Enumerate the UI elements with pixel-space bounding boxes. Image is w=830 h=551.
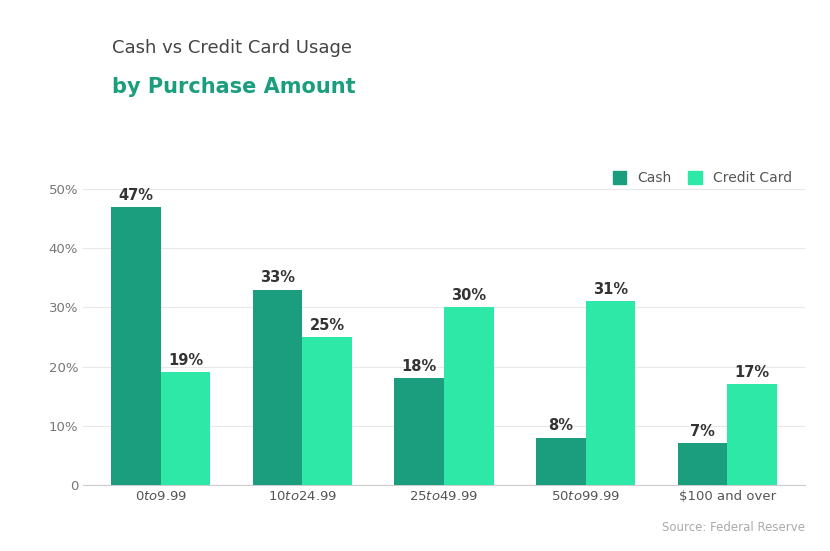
Text: 17%: 17% (735, 365, 769, 380)
Bar (253, 290, 302, 485)
Text: 25%: 25% (310, 318, 344, 333)
Bar (586, 301, 635, 485)
Legend: Cash, Credit Card: Cash, Credit Card (607, 166, 798, 191)
Text: 47%: 47% (119, 187, 154, 203)
Text: 30%: 30% (452, 288, 486, 303)
Text: 19%: 19% (168, 353, 203, 368)
Text: Cash vs Credit Card Usage: Cash vs Credit Card Usage (112, 39, 352, 57)
Text: 8%: 8% (549, 418, 574, 434)
Bar (161, 372, 211, 485)
Text: 33%: 33% (260, 271, 295, 285)
Bar (302, 337, 352, 485)
Bar (677, 444, 727, 485)
Bar (444, 307, 494, 485)
Text: 7%: 7% (690, 424, 715, 439)
Bar (536, 437, 586, 485)
Text: 31%: 31% (593, 282, 628, 298)
Bar (727, 384, 777, 485)
Bar (394, 379, 444, 485)
Text: by Purchase Amount: by Purchase Amount (112, 77, 356, 97)
Text: Source: Federal Reserve: Source: Federal Reserve (662, 521, 805, 534)
Text: 18%: 18% (402, 359, 437, 374)
Bar (111, 207, 161, 485)
